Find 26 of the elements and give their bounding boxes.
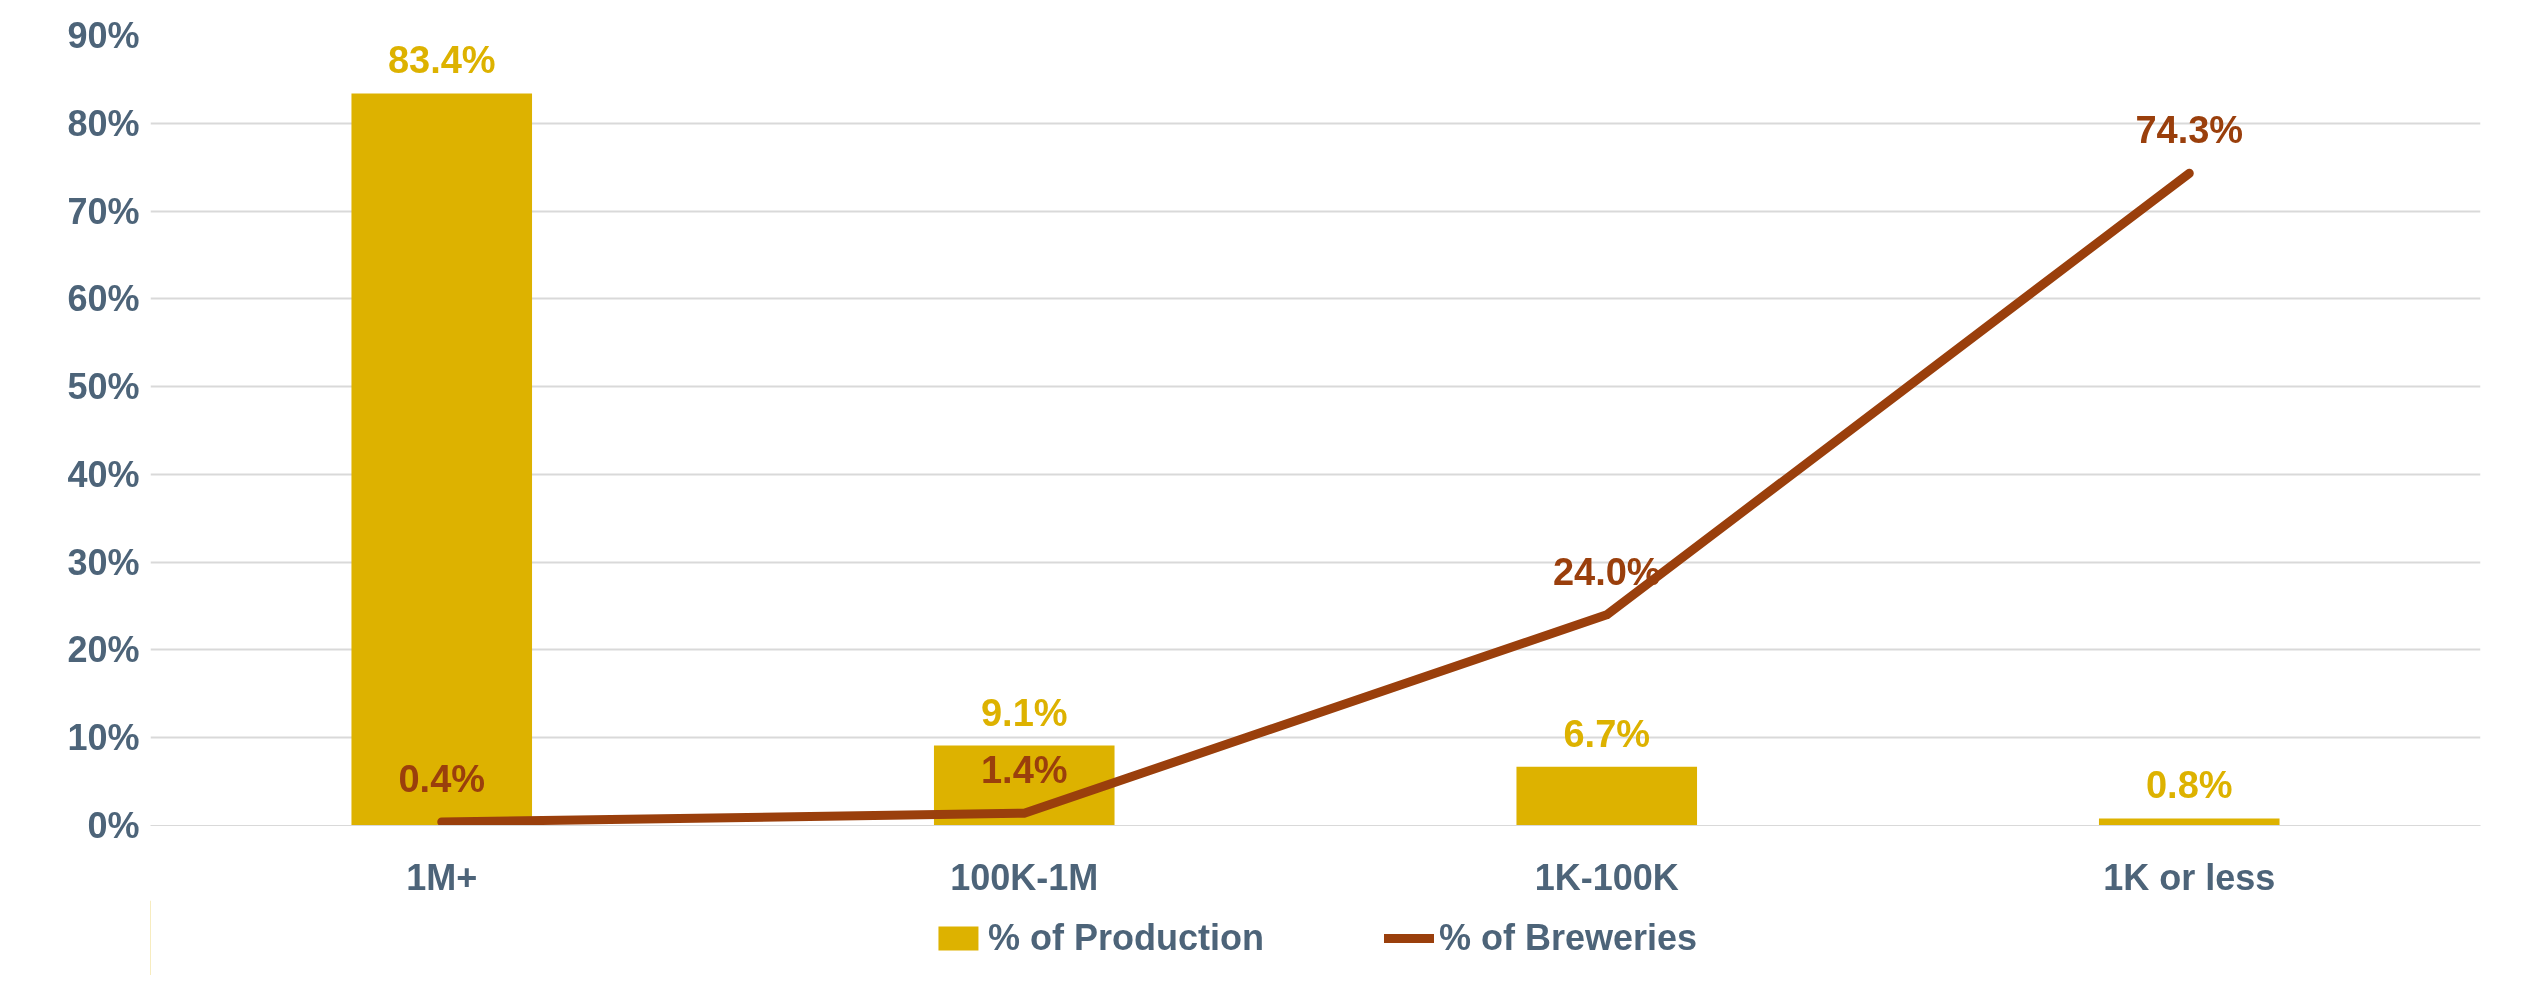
data-label: 9.1% — [980, 691, 1068, 734]
x-tick-label: 1K-100K — [1534, 856, 1679, 898]
y-tick-label: 10% — [67, 717, 140, 759]
y-tick-label: 0% — [87, 805, 140, 846]
data-label: 74.3% — [2135, 109, 2244, 152]
y-tick-label: 50% — [67, 366, 140, 408]
y-tick-label: 20% — [67, 629, 140, 671]
bar — [2098, 818, 2280, 826]
bar — [351, 93, 533, 826]
x-tick-label: 1K or less — [2103, 856, 2276, 898]
y-tick-label: 60% — [67, 278, 140, 320]
x-tick-label: 100K-1M — [950, 856, 1099, 898]
y-tick-label: 30% — [67, 541, 140, 583]
y-tick-label: 80% — [67, 102, 140, 144]
data-label: 1.4% — [980, 749, 1068, 792]
y-tick-label: 40% — [67, 453, 140, 495]
data-label: 0.4% — [398, 757, 486, 800]
y-tick-label: 90% — [67, 15, 140, 56]
data-label: 83.4% — [387, 39, 496, 82]
y-tick-label: 70% — [67, 190, 140, 232]
x-tick-label: 1M+ — [406, 856, 478, 898]
data-label: 6.7% — [1563, 712, 1651, 755]
bar — [1516, 766, 1698, 826]
legend-label: % of Breweries — [1438, 916, 1698, 959]
legend-label: % of Production — [987, 916, 1264, 959]
data-label: 0.8% — [2145, 764, 2233, 807]
